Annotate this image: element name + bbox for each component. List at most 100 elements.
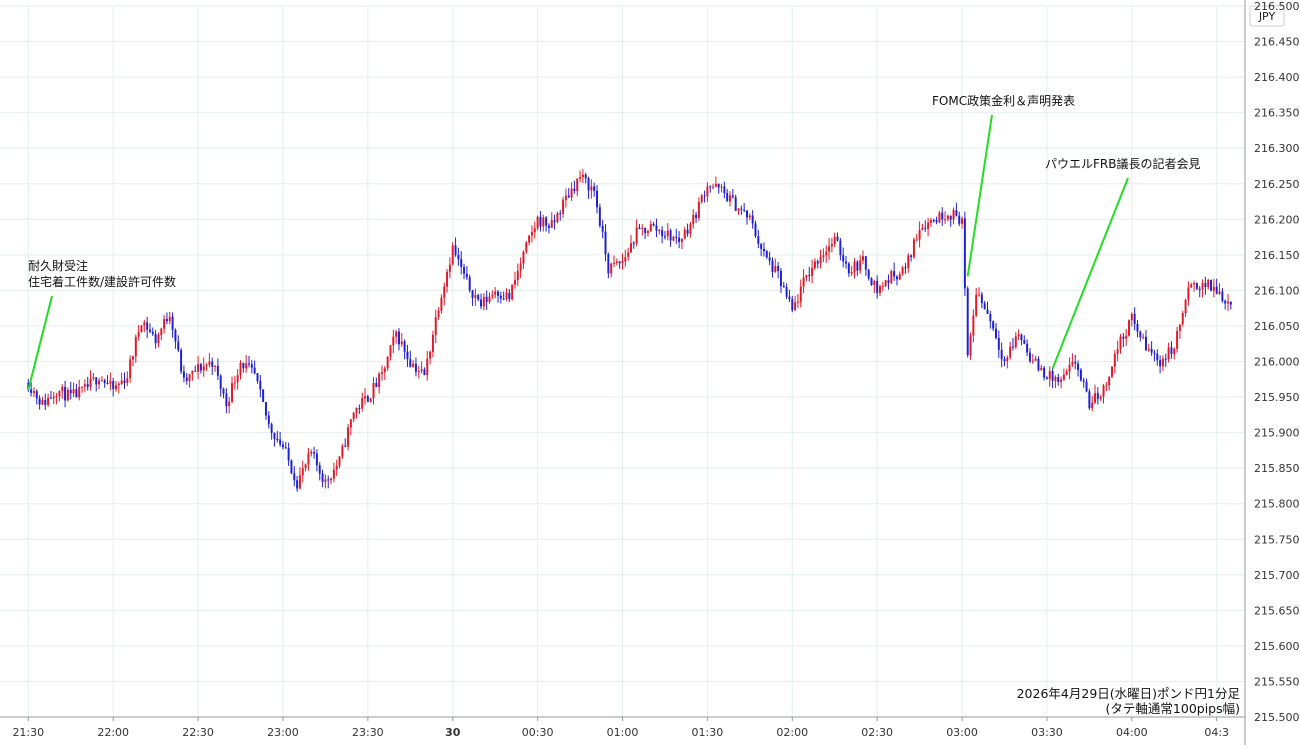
candle-body: [233, 382, 236, 384]
candle-body: [1170, 347, 1173, 355]
candle-body: [103, 380, 106, 383]
candle-body: [131, 356, 134, 360]
candle-body: [81, 386, 84, 388]
candle-body: [129, 359, 132, 379]
candle-body: [86, 384, 89, 387]
candle-body: [177, 341, 180, 351]
candle-body: [1218, 291, 1221, 294]
candle-body: [313, 451, 316, 454]
candle-body: [293, 473, 296, 481]
candle-body: [533, 228, 536, 233]
candle-body: [924, 227, 927, 229]
candle-body: [961, 218, 964, 224]
candle-body: [78, 387, 81, 398]
annotation-pointer-line: [27, 295, 53, 391]
candle-body: [1204, 283, 1207, 288]
y-tick-label: 216.350: [1254, 107, 1300, 120]
candle-body: [1212, 286, 1215, 291]
y-tick-label: 215.950: [1254, 391, 1300, 404]
candle-body: [658, 230, 661, 232]
candle-body: [893, 270, 896, 277]
candle-body: [822, 255, 825, 257]
candle-body: [72, 389, 75, 394]
annotation-label: FOMC政策金利＆声明発表: [932, 93, 1075, 108]
candle-body: [975, 294, 978, 316]
y-tick-label: 216.500: [1254, 0, 1300, 13]
y-tick-label: 216.000: [1254, 356, 1300, 369]
x-tick-label: 00:30: [522, 726, 554, 739]
candle-body: [689, 224, 692, 234]
candle-body: [477, 294, 480, 300]
candle-body: [1079, 369, 1082, 381]
candle-body: [426, 358, 429, 375]
candle-body: [171, 316, 174, 330]
candle-body: [499, 295, 502, 299]
candle-body: [89, 378, 92, 387]
candle-body: [92, 377, 95, 379]
candle-body: [202, 366, 205, 371]
candle-body: [180, 350, 183, 372]
candle-body: [1119, 336, 1122, 350]
candle-body: [1091, 402, 1094, 409]
candle-body: [66, 389, 69, 401]
candle-body: [946, 215, 949, 220]
candle-body: [870, 278, 873, 286]
candle-body: [508, 292, 511, 300]
candle-body: [338, 456, 341, 466]
candle-body: [279, 439, 282, 445]
candle-body: [528, 235, 531, 243]
candle-body: [1037, 358, 1040, 371]
candle-body: [522, 251, 525, 264]
candle-body: [372, 382, 375, 399]
candle-body: [587, 178, 590, 191]
candle-body: [1102, 385, 1105, 397]
candle-body: [530, 232, 533, 236]
candle-body: [845, 261, 848, 264]
candle-body: [423, 369, 426, 375]
candle-body: [480, 299, 483, 307]
candle-body: [1193, 283, 1196, 285]
candle-body: [1161, 358, 1164, 367]
chart-caption-line-2: (タテ軸通常100pips幅): [1106, 701, 1240, 716]
candle-body: [502, 298, 505, 300]
y-tick-label: 216.200: [1254, 213, 1300, 226]
y-tick-label: 215.800: [1254, 498, 1300, 511]
candle-body: [414, 363, 417, 372]
candle-body: [949, 215, 952, 220]
candle-body: [482, 296, 485, 307]
x-tick-label: 03:00: [946, 726, 978, 739]
candle-body: [740, 208, 743, 210]
candle-body: [491, 294, 494, 297]
candle-body: [672, 236, 675, 241]
candle-body: [1082, 380, 1085, 382]
candle-body: [1156, 353, 1159, 361]
candle-body: [1003, 359, 1006, 362]
candle-body: [1176, 330, 1179, 349]
candle-body: [1142, 336, 1145, 338]
candle-body: [839, 240, 842, 256]
candle-body: [505, 292, 508, 299]
candle-body: [864, 256, 867, 270]
candle-body: [754, 223, 757, 237]
candle-body: [1111, 366, 1114, 377]
candle-body: [429, 351, 432, 359]
candle-body: [335, 465, 338, 470]
candle-body: [440, 297, 443, 311]
candle-body: [915, 239, 918, 241]
candle-body: [791, 299, 794, 311]
candle-body: [547, 225, 550, 228]
candle-body: [833, 236, 836, 245]
candle-body: [225, 393, 228, 407]
candle-body: [228, 401, 231, 407]
candle-body: [989, 313, 992, 322]
candle-body: [216, 365, 219, 376]
candle-body: [1147, 348, 1150, 351]
candle-body: [562, 199, 565, 214]
candle-body: [1068, 364, 1071, 372]
candle-body: [465, 273, 468, 278]
y-tick-label: 215.750: [1254, 533, 1300, 546]
candle-body: [1113, 353, 1116, 367]
candle-body: [890, 270, 893, 283]
candle-body: [397, 331, 400, 345]
candle-body: [55, 396, 58, 398]
